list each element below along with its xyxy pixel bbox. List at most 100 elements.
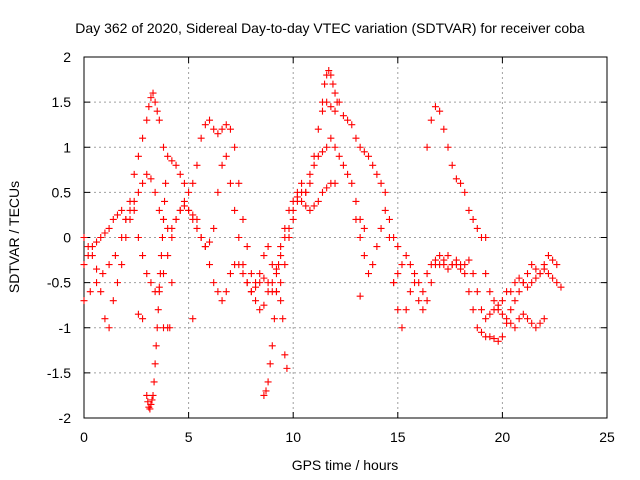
data-point xyxy=(331,179,339,187)
data-point xyxy=(139,179,147,187)
data-point xyxy=(277,279,285,287)
data-point xyxy=(145,103,153,111)
data-point xyxy=(152,342,160,350)
data-point xyxy=(356,234,364,241)
data-point xyxy=(206,116,214,124)
data-point xyxy=(333,98,341,106)
data-point xyxy=(325,67,333,75)
data-point xyxy=(532,265,540,273)
data-point xyxy=(231,143,239,151)
data-point xyxy=(524,315,532,323)
data-point xyxy=(164,152,172,160)
data-point xyxy=(394,270,402,278)
data-point xyxy=(154,306,162,314)
data-point xyxy=(266,360,274,368)
data-point xyxy=(260,252,268,260)
data-point xyxy=(281,224,289,232)
data-point xyxy=(231,206,239,214)
data-point xyxy=(289,197,297,205)
data-point xyxy=(260,274,268,282)
data-point xyxy=(482,315,490,323)
data-point xyxy=(134,188,142,196)
data-point xyxy=(381,188,389,196)
data-point xyxy=(452,175,460,183)
data-point xyxy=(465,256,473,264)
data-point xyxy=(279,315,287,323)
data-point xyxy=(157,252,165,260)
data-point xyxy=(214,130,222,138)
data-point xyxy=(180,179,188,187)
data-point xyxy=(86,288,94,296)
data-point xyxy=(411,270,419,278)
data-point xyxy=(310,161,318,169)
y-tick-label: -0.5 xyxy=(47,275,71,291)
data-point xyxy=(197,134,205,142)
data-point xyxy=(423,297,431,305)
data-point xyxy=(277,243,285,251)
y-tick-label: -2 xyxy=(59,410,72,426)
data-point xyxy=(394,306,402,314)
data-point xyxy=(314,197,322,205)
data-point xyxy=(147,175,155,183)
data-point xyxy=(390,279,398,287)
data-point xyxy=(189,179,197,187)
data-point xyxy=(99,270,107,278)
data-point xyxy=(210,279,218,287)
axis-ticks: 0 5 10 15 20 25 -2 -1.5 -1 -0.5 0 0.5 1 1.5 2 xyxy=(47,49,615,445)
series-track-3 xyxy=(80,179,339,332)
x-tick-label: 15 xyxy=(390,429,406,445)
data-point xyxy=(214,288,222,296)
data-point xyxy=(544,270,552,278)
data-point xyxy=(306,206,314,214)
data-point xyxy=(352,134,360,142)
data-point xyxy=(155,288,163,296)
data-point xyxy=(511,324,519,332)
data-point xyxy=(143,270,151,278)
data-point xyxy=(201,243,209,251)
data-point xyxy=(210,125,218,133)
data-point xyxy=(352,197,360,205)
data-point xyxy=(344,170,352,178)
series-track-5 xyxy=(390,252,561,345)
data-point xyxy=(482,270,490,278)
data-point xyxy=(277,252,285,260)
data-point xyxy=(143,391,151,399)
data-point xyxy=(281,261,289,269)
data-point xyxy=(503,315,511,323)
data-point xyxy=(168,279,176,287)
data-point xyxy=(185,206,193,214)
data-point xyxy=(477,306,485,314)
data-point xyxy=(226,270,234,278)
data-point xyxy=(440,125,448,133)
data-point xyxy=(256,270,264,278)
data-point xyxy=(515,315,523,323)
series-track-6 xyxy=(423,103,548,332)
data-point xyxy=(415,297,423,305)
data-point xyxy=(356,292,364,300)
data-point xyxy=(189,215,197,223)
data-point xyxy=(285,206,293,214)
data-point xyxy=(272,270,280,278)
data-point xyxy=(239,215,247,223)
data-point xyxy=(93,265,101,273)
data-point xyxy=(448,261,456,269)
data-point xyxy=(235,179,243,187)
data-point xyxy=(461,188,469,196)
data-point xyxy=(365,152,373,160)
data-point xyxy=(218,161,226,169)
data-point xyxy=(369,161,377,169)
data-point xyxy=(528,261,536,269)
data-point xyxy=(243,243,251,251)
data-point xyxy=(528,319,536,327)
data-point xyxy=(268,342,276,350)
data-point xyxy=(281,351,289,359)
data-point xyxy=(226,179,234,187)
data-point xyxy=(168,157,176,165)
data-point xyxy=(465,206,473,214)
data-point xyxy=(172,161,180,169)
data-point xyxy=(465,288,473,296)
data-point xyxy=(528,279,536,287)
data-point xyxy=(436,252,444,260)
y-tick-label: 0 xyxy=(63,230,71,246)
